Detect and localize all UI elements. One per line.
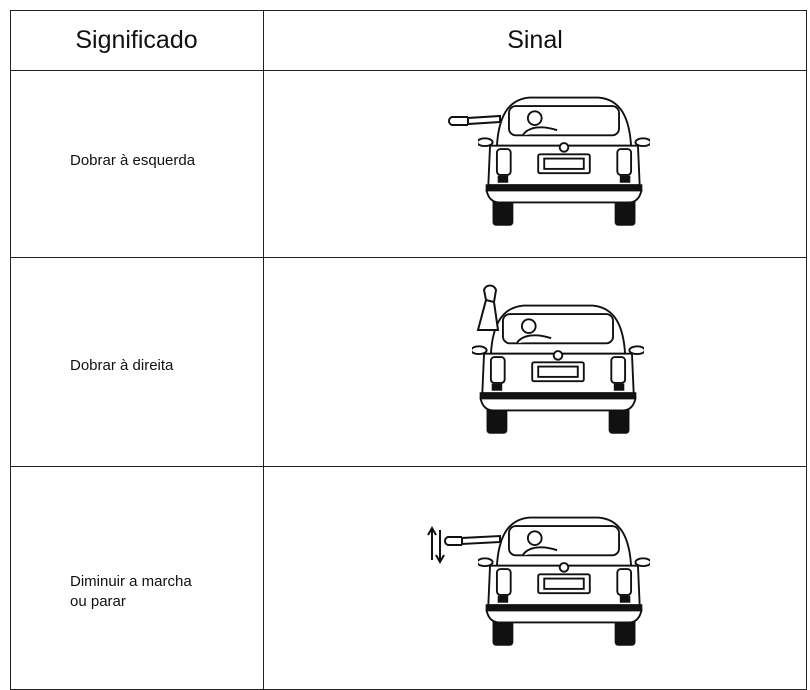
row-divider xyxy=(10,70,807,71)
header-cell: Significado xyxy=(75,26,198,54)
car-slow-stop xyxy=(427,516,650,646)
header-cell: Sinal xyxy=(507,26,563,54)
meaning-cell: Diminuir a marcha ou parar xyxy=(70,573,192,610)
column-divider xyxy=(263,10,264,690)
row-divider xyxy=(10,257,807,258)
row-divider xyxy=(10,466,807,467)
car-right-turn xyxy=(472,284,644,434)
meaning-cell: Dobrar à direita xyxy=(70,357,174,374)
car-left-turn xyxy=(448,96,650,226)
meaning-cell: Dobrar à esquerda xyxy=(70,152,196,169)
